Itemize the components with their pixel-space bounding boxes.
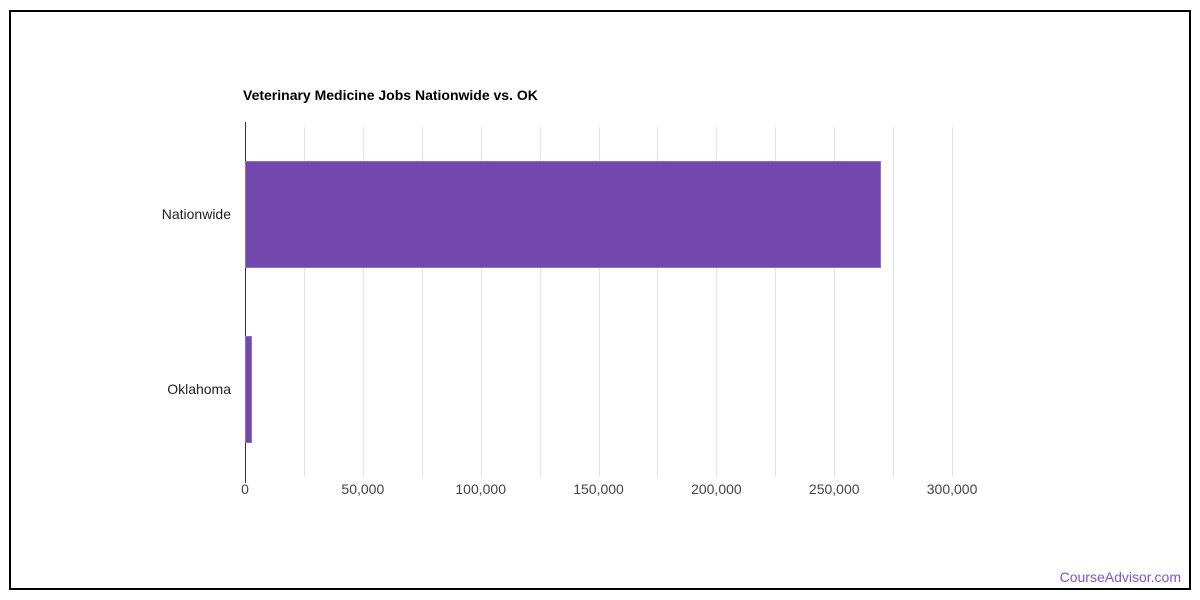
gridline: [598, 127, 600, 477]
gridline: [716, 127, 718, 477]
gridline: [657, 127, 659, 477]
gridline: [775, 127, 777, 477]
gridline: [952, 127, 954, 477]
gridline: [834, 127, 836, 477]
x-tick-label: 200,000: [691, 481, 742, 497]
bar-oklahoma[interactable]: [245, 336, 252, 443]
y-axis-line: [245, 122, 246, 483]
bar-nationwide[interactable]: [245, 161, 882, 268]
gridline: [303, 127, 305, 477]
x-tick-label: 100,000: [455, 481, 506, 497]
gridline: [421, 127, 423, 477]
attribution-link[interactable]: CourseAdvisor.com: [1059, 569, 1181, 585]
x-tick-label: 250,000: [808, 481, 860, 497]
gridline: [480, 127, 482, 477]
x-tick-label: 50,000: [341, 481, 385, 497]
x-tick-label: 0: [241, 481, 249, 497]
category-label-nationwide: Nationwide: [161, 205, 231, 222]
plot-area: [245, 122, 1011, 483]
gridline: [893, 127, 895, 477]
x-tick-label: 150,000: [573, 481, 624, 497]
gridline: [539, 127, 541, 477]
x-tick-label: 300,000: [926, 481, 978, 497]
chart-title: Veterinary Medicine Jobs Nationwide vs. …: [243, 87, 538, 103]
gridline: [362, 127, 364, 477]
category-label-oklahoma: Oklahoma: [167, 380, 231, 397]
